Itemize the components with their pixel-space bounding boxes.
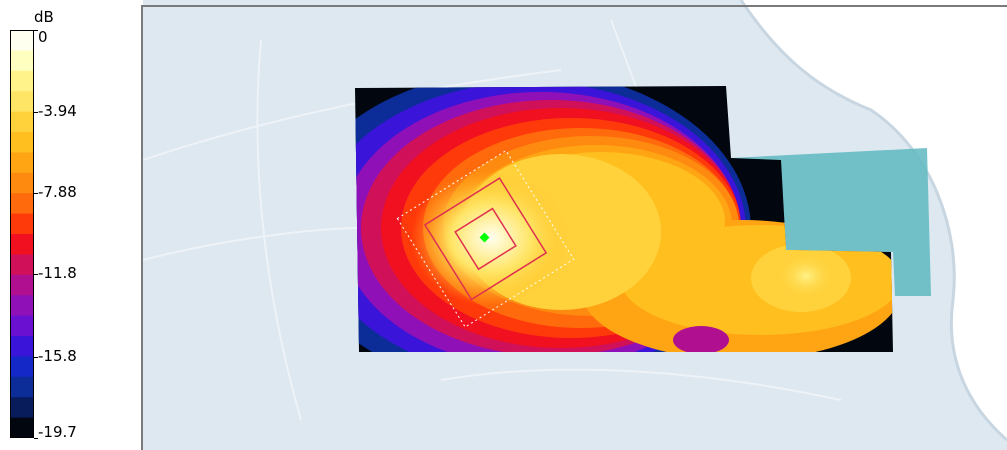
- colorbar-step: [10, 336, 34, 357]
- measurement-grid-overlay: [396, 149, 575, 328]
- colorbar-tick-label: -19.7: [38, 423, 77, 441]
- colorbar-step: [10, 70, 34, 92]
- colorbar-step: [10, 315, 34, 337]
- colorbar-step: [10, 111, 34, 133]
- colorbar-step: [10, 132, 34, 153]
- colorbar-step: [10, 295, 34, 317]
- colorbar-step: [10, 397, 34, 419]
- plot-frame-left: [141, 5, 143, 450]
- colorbar-step: [10, 234, 34, 255]
- colorbar-tick-label: -11.8: [38, 264, 77, 282]
- colorbar-tick-mark: [34, 357, 38, 358]
- sar-heatmap-plot: [142, 0, 1007, 450]
- colorbar-step: [10, 254, 34, 276]
- colorbar-tick-mark: [34, 30, 38, 31]
- colorbar-tick-label: 0: [38, 28, 48, 46]
- colorbar-legend: dB 0 -3.94 -7.88 -11.8 -15.8 -19.7: [0, 0, 140, 450]
- colorbar-step: [10, 50, 34, 72]
- colorbar-tick-mark: [34, 193, 38, 194]
- colorbar-tick-mark: [34, 438, 38, 439]
- colorbar-step: [10, 193, 34, 215]
- colorbar-tick-label: -7.88: [38, 183, 77, 201]
- colorbar-border: [10, 30, 34, 438]
- colorbar-tick-label: -3.94: [38, 102, 77, 120]
- colorbar: [10, 30, 34, 438]
- colorbar-step: [10, 356, 34, 378]
- colorbar-step: [10, 417, 34, 438]
- colorbar-tick-mark: [34, 112, 38, 113]
- colorbar-step: [10, 213, 34, 235]
- colorbar-tick-mark: [34, 274, 38, 275]
- plot-frame-top: [141, 5, 1007, 7]
- colorbar-step: [10, 172, 34, 194]
- colorbar-tick-label: -15.8: [38, 347, 77, 365]
- colorbar-step: [10, 152, 34, 174]
- colorbar-step: [10, 30, 34, 51]
- colorbar-unit-label: dB: [34, 8, 54, 26]
- peak-marker: [479, 232, 490, 243]
- colorbar-step: [10, 91, 34, 113]
- colorbar-step: [10, 274, 34, 296]
- colorbar-step: [10, 376, 34, 398]
